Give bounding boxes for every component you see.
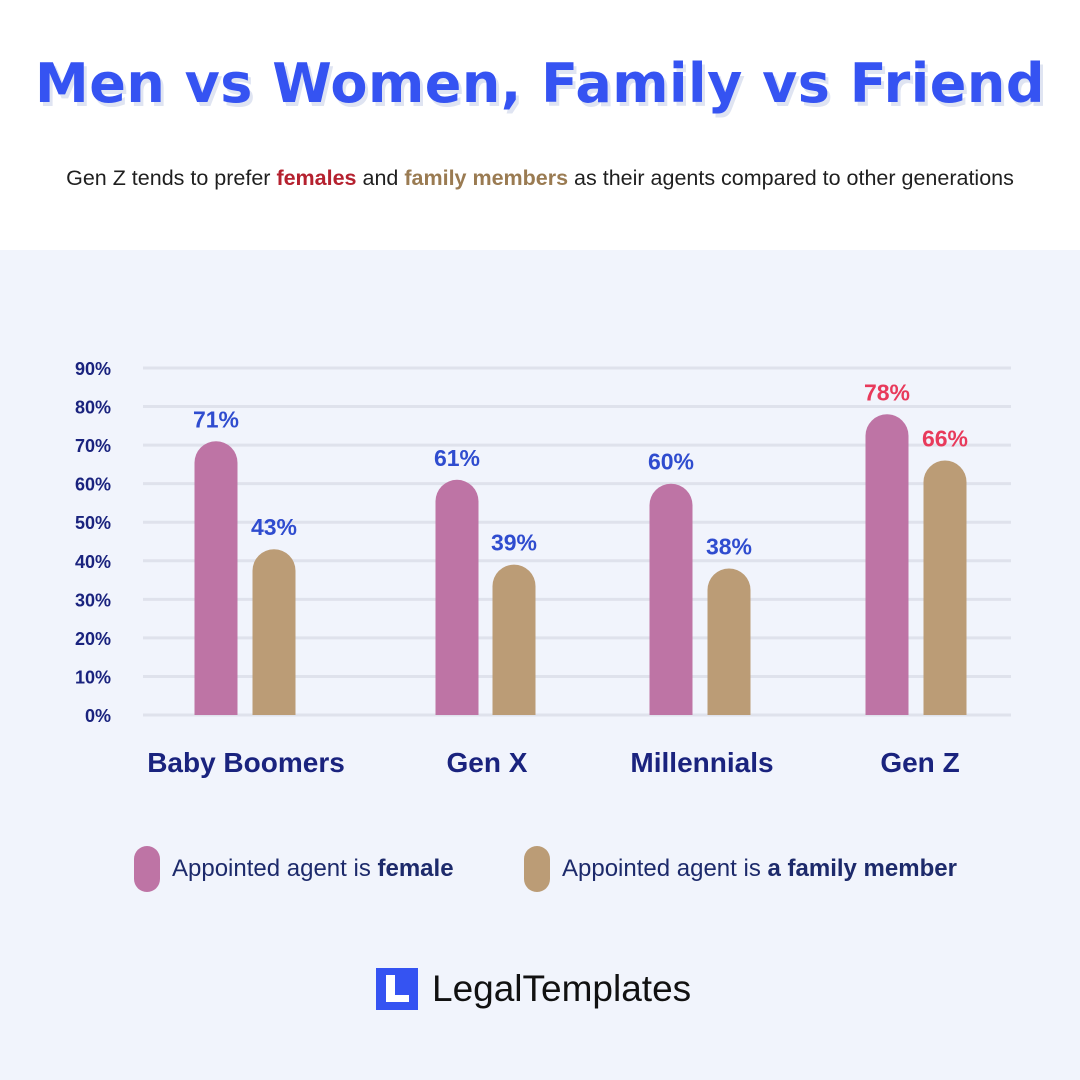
legend-item-family: Appointed agent is a family member (524, 846, 957, 892)
subtitle-females: females (276, 166, 357, 190)
y-tick-label: 60% (75, 475, 111, 495)
data-label: 78% (864, 379, 910, 405)
legend-label-female: Appointed agent is female (172, 855, 454, 882)
y-tick-label: 10% (75, 667, 111, 687)
bar-female (649, 483, 693, 715)
x-category-label: Baby Boomers (147, 747, 345, 778)
page-title: Men vs Women, Family vs Friend (34, 52, 1046, 115)
data-label: 38% (706, 533, 752, 559)
subtitle-mid: and (356, 166, 405, 190)
x-category-label: Gen X (447, 747, 528, 778)
subtitle-post: as their agents compared to other genera… (568, 166, 1014, 190)
data-label: 61% (434, 445, 480, 471)
data-label: 66% (922, 426, 968, 452)
legend-label-family: Appointed agent is a family member (562, 855, 957, 882)
legend-swatch-female (134, 846, 160, 892)
bar-female (865, 414, 909, 715)
y-tick-label: 0% (85, 706, 111, 726)
y-tick-label: 20% (75, 629, 111, 649)
brand-name: LegalTemplates (432, 968, 692, 1009)
header: Men vs Women, Family vs Friend Gen Z ten… (0, 0, 1080, 250)
y-tick-label: 50% (75, 513, 111, 533)
x-category-label: Gen Z (880, 747, 959, 778)
bar-family (252, 549, 296, 715)
legend-swatch-family (524, 846, 550, 892)
bar-family (492, 564, 536, 715)
y-tick-label: 30% (75, 590, 111, 610)
y-tick-label: 40% (75, 552, 111, 572)
data-label: 39% (491, 530, 537, 556)
y-tick-label: 90% (75, 359, 111, 379)
y-tick-label: 80% (75, 398, 111, 418)
legend-item-female: Appointed agent is female (134, 846, 454, 892)
subtitle: Gen Z tends to prefer females and family… (0, 166, 1080, 191)
bar-family (707, 568, 751, 715)
bar-female (435, 479, 479, 715)
bar-family (923, 460, 967, 715)
brand: LegalTemplates (376, 966, 691, 1012)
bar-female (194, 441, 238, 715)
y-tick-label: 70% (75, 436, 111, 456)
x-category-label: Millennials (630, 747, 773, 778)
subtitle-pre: Gen Z tends to prefer (66, 166, 277, 190)
data-label: 43% (251, 514, 297, 540)
subtitle-family-members: family members (404, 166, 569, 190)
legaltemplates-logo-icon (376, 968, 418, 1010)
data-label: 60% (648, 449, 694, 475)
data-label: 71% (193, 406, 239, 432)
